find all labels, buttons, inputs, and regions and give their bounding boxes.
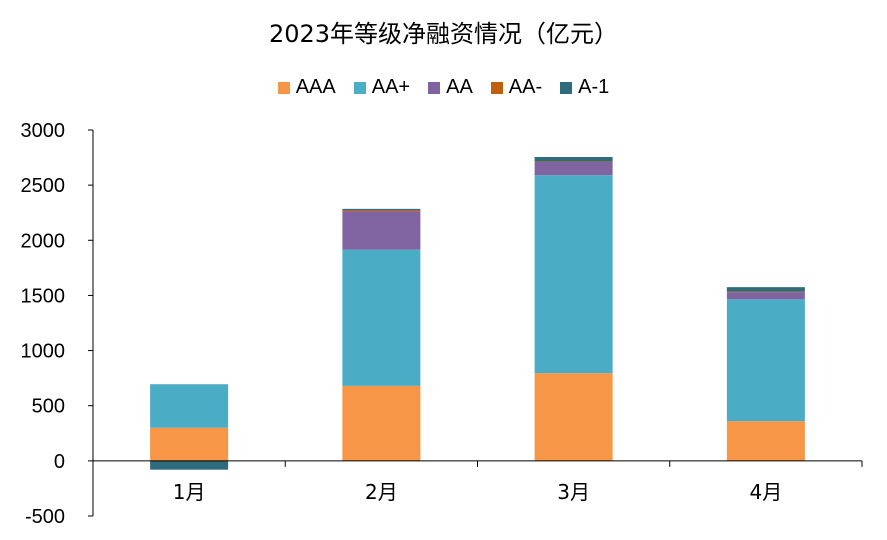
legend-label: AAA bbox=[295, 76, 336, 98]
y-tick-label: 1500 bbox=[21, 285, 66, 307]
bar-AA+-2 bbox=[534, 175, 613, 374]
legend-label: AA bbox=[446, 76, 473, 98]
legend-swatch bbox=[277, 81, 290, 94]
legend: AAA AA+ AA AA- A-1 bbox=[0, 76, 887, 99]
y-tick-label: 1000 bbox=[21, 341, 66, 363]
chart-title: 2023年等级净融资情况（亿元） bbox=[268, 20, 619, 48]
bar-AAA-2 bbox=[534, 373, 613, 461]
legend-item-1: AA+ bbox=[353, 76, 411, 99]
legend-swatch bbox=[353, 81, 366, 94]
y-tick-label: 500 bbox=[32, 396, 65, 418]
x-tick-label: 4月 bbox=[750, 480, 783, 504]
legend-swatch bbox=[490, 81, 503, 94]
y-tick-label: 3000 bbox=[21, 120, 66, 142]
y-tick-label: 0 bbox=[54, 451, 65, 473]
bar-AA+-1 bbox=[342, 249, 421, 386]
bar-AAA-1 bbox=[342, 385, 421, 461]
legend-label: A-1 bbox=[578, 76, 610, 98]
legend-item-3: AA- bbox=[490, 76, 543, 99]
bar-AAA-3 bbox=[726, 421, 805, 461]
bar-AA-1 bbox=[342, 211, 421, 250]
bar-A-1-2 bbox=[534, 157, 613, 162]
bar-AA--3 bbox=[726, 291, 805, 293]
bar-A-1-0 bbox=[150, 460, 229, 470]
bar-A-1-1 bbox=[342, 208, 421, 210]
bar-AA+-3 bbox=[726, 299, 805, 422]
bar-AA+-0 bbox=[150, 384, 229, 428]
legend-item-2: AA bbox=[428, 76, 473, 99]
x-tick-label: 3月 bbox=[557, 480, 590, 504]
y-tick-label: 2500 bbox=[21, 175, 66, 197]
bar-AA-2 bbox=[534, 161, 613, 176]
x-tick-label: 2月 bbox=[365, 480, 398, 504]
bar-A-1-3 bbox=[726, 287, 805, 292]
y-tick-label: -500 bbox=[25, 506, 65, 528]
legend-item-4: A-1 bbox=[560, 76, 609, 99]
legend-swatch bbox=[560, 81, 573, 94]
bar-AA--1 bbox=[342, 209, 421, 212]
bar-AA-3 bbox=[726, 292, 805, 300]
legend-item-0: AAA bbox=[277, 76, 336, 99]
x-tick-label: 1月 bbox=[173, 480, 206, 504]
y-tick-label: 2000 bbox=[21, 230, 66, 252]
legend-swatch bbox=[428, 81, 441, 94]
legend-label: AA- bbox=[508, 76, 543, 98]
bar-AAA-0 bbox=[150, 427, 229, 461]
legend-label: AA+ bbox=[371, 76, 411, 98]
bar-AA--2 bbox=[534, 161, 613, 162]
